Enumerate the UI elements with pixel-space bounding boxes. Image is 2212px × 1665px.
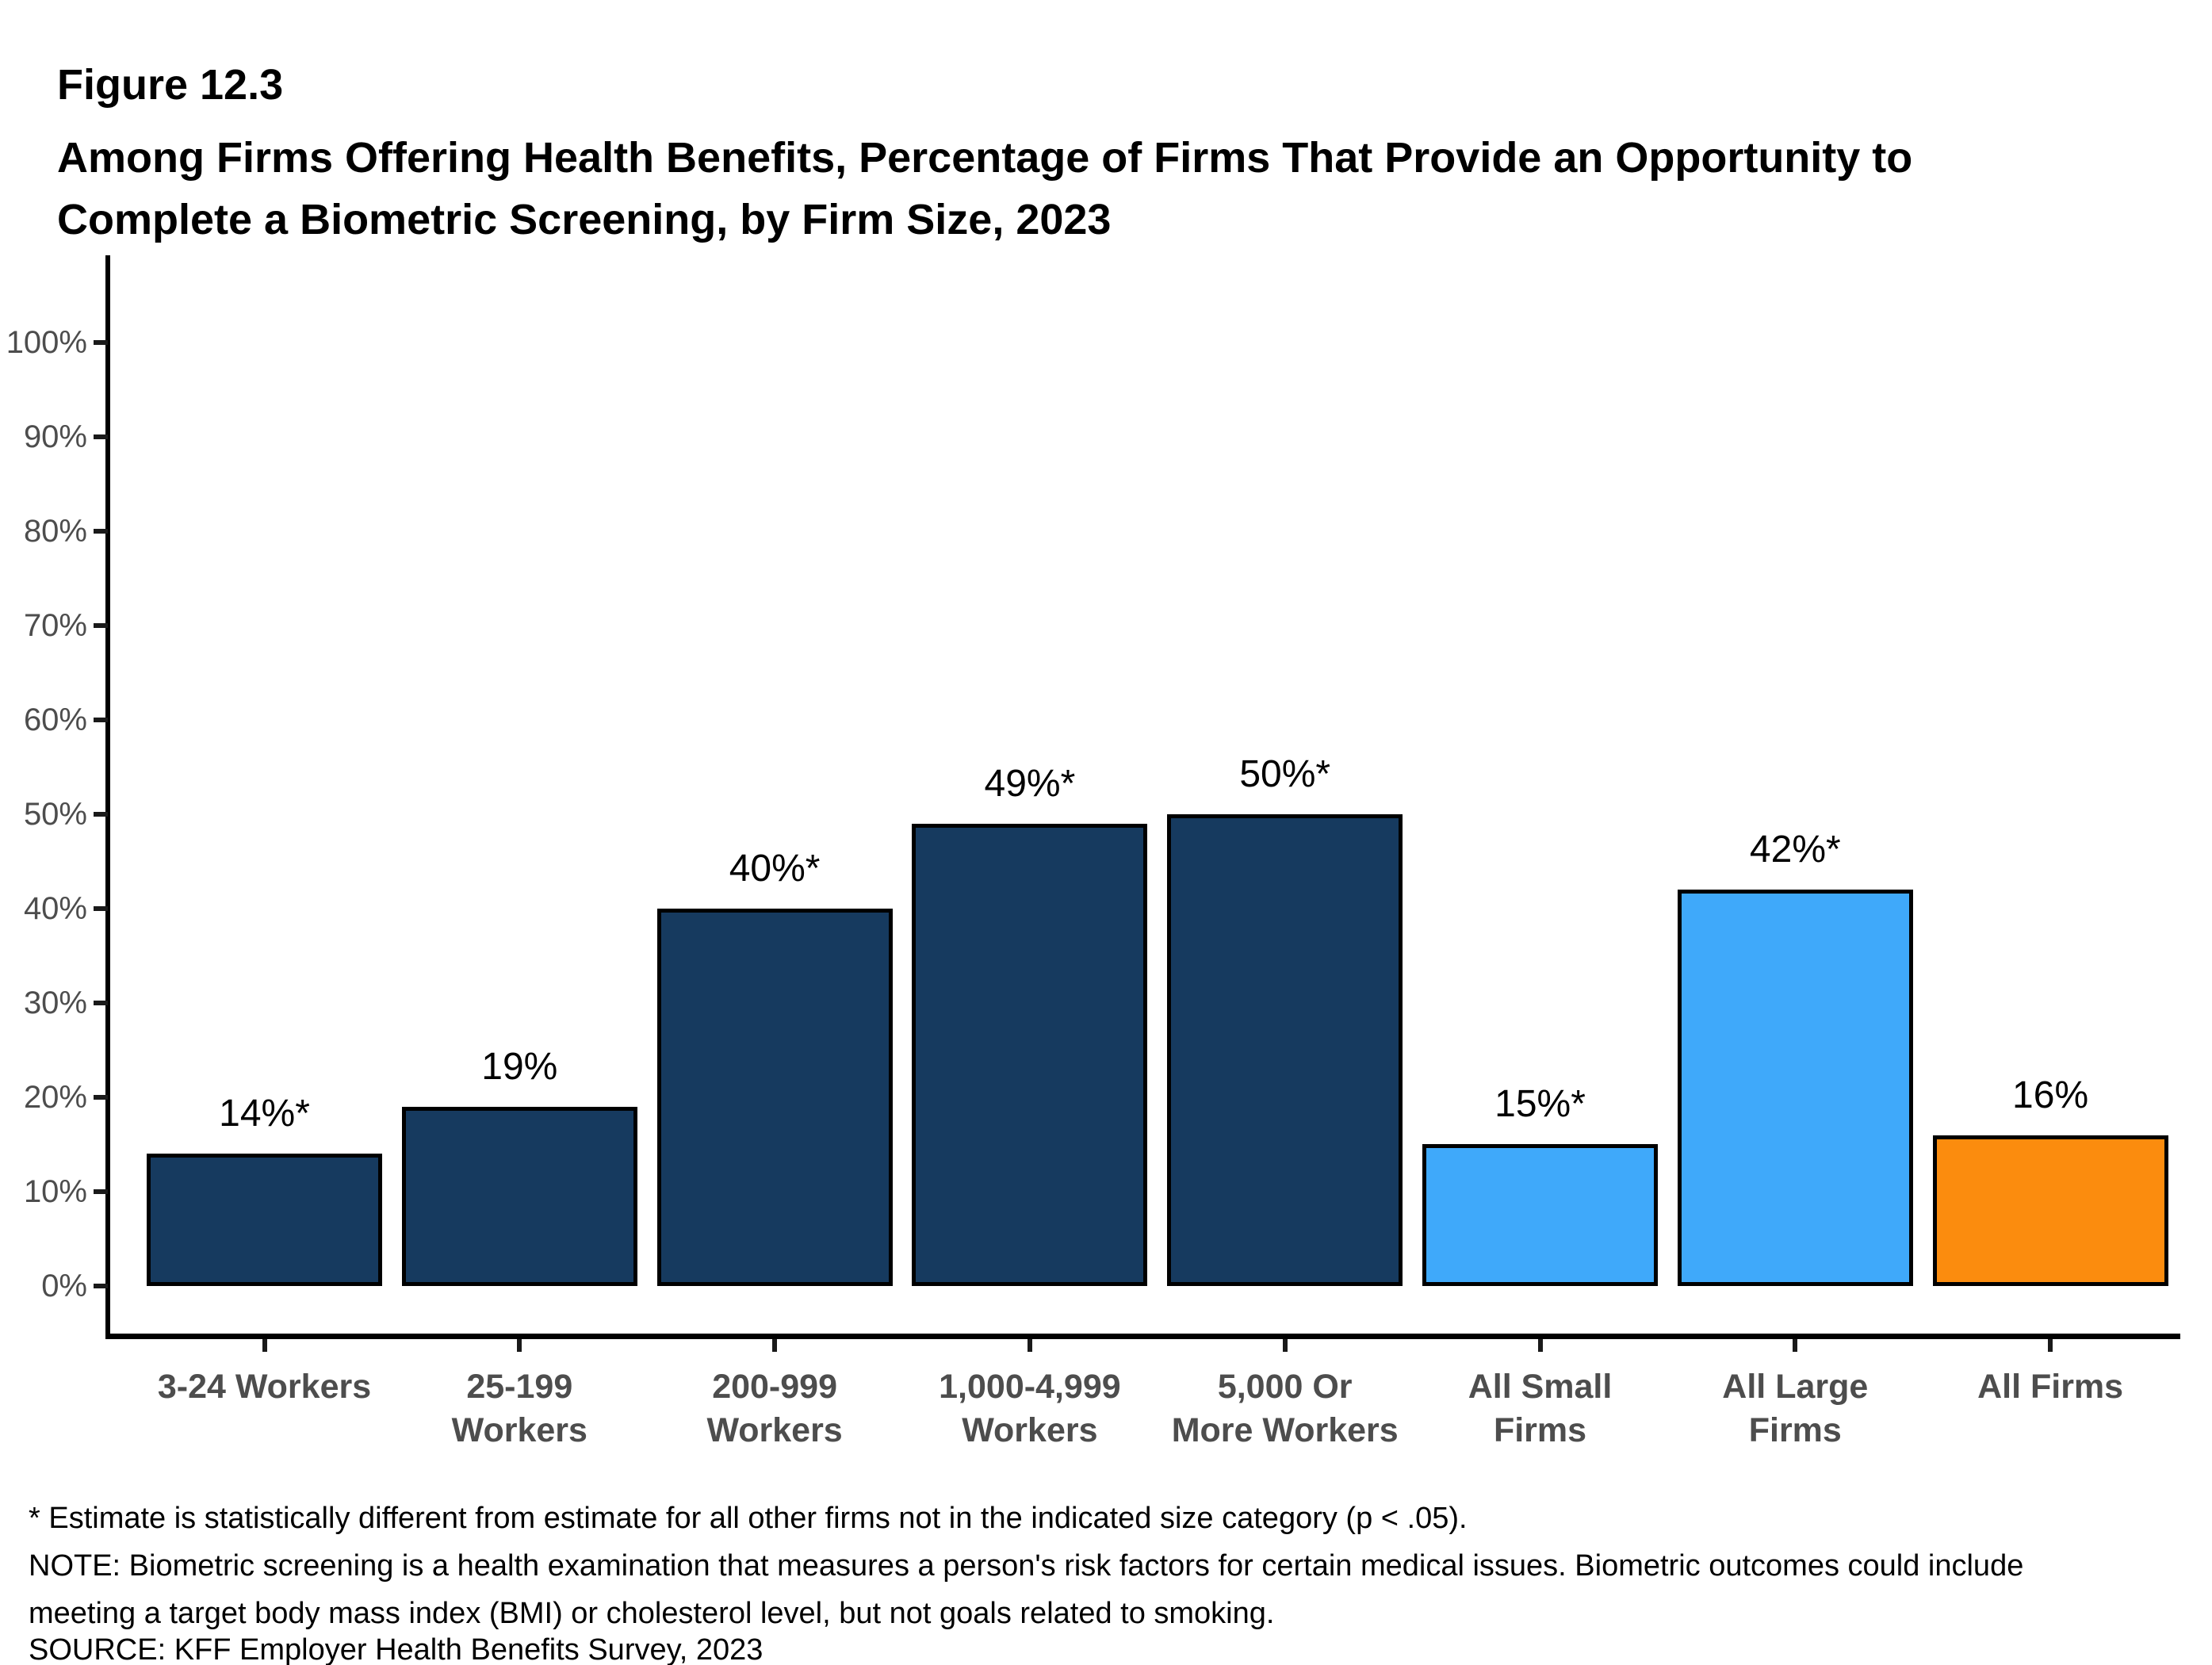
chart-title-line1: Among Firms Offering Health Benefits, Pe…	[57, 134, 1913, 182]
y-axis-tick-label: 20%	[23, 1080, 87, 1115]
x-axis-tick	[517, 1339, 522, 1352]
x-axis-tick	[1537, 1339, 1543, 1352]
bar-value-label: 40%*	[729, 848, 821, 890]
y-axis-tick	[94, 906, 108, 911]
chart-title-line2: Complete a Biometric Screening, by Firm …	[57, 196, 1112, 243]
x-axis-category-label: 5,000 Or More Workers	[1171, 1368, 1399, 1449]
bar-1	[147, 1154, 382, 1286]
y-axis-tick	[94, 434, 108, 439]
bar-4	[912, 824, 1148, 1286]
y-axis-tick	[94, 340, 108, 345]
x-axis-category-label: All Large Firms	[1722, 1368, 1869, 1449]
bar-value-label: 14%*	[219, 1093, 310, 1135]
x-axis-category-label: All Firms	[1977, 1368, 2124, 1406]
y-axis-tick	[94, 1001, 108, 1005]
bar-value-label: 50%*	[1239, 753, 1331, 795]
x-axis-tick	[1793, 1339, 1798, 1352]
y-axis-tick-label: 70%	[23, 608, 87, 643]
x-axis-category-label: All Small Firms	[1468, 1368, 1613, 1449]
bar-6	[1422, 1144, 1658, 1286]
y-axis-tick	[94, 1189, 108, 1194]
bar-value-label: 16%	[2012, 1074, 2089, 1116]
y-axis-tick	[94, 529, 108, 534]
x-axis-line	[105, 1334, 2180, 1339]
footnote-source: SOURCE: KFF Employer Health Benefits Sur…	[29, 1633, 763, 1665]
x-axis-tick	[1027, 1339, 1032, 1352]
x-axis-category-label: 1,000-4,999 Workers	[939, 1368, 1121, 1449]
y-axis-tick-label: 0%	[41, 1269, 87, 1303]
bar-value-label: 19%	[481, 1046, 558, 1088]
bar-value-label: 42%*	[1749, 829, 1841, 871]
y-axis-line	[105, 255, 110, 1339]
y-axis-tick-label: 60%	[23, 702, 87, 737]
figure-number: Figure 12.3	[57, 61, 284, 109]
y-axis-tick-label: 100%	[6, 325, 87, 360]
bar-value-label: 49%*	[984, 763, 1076, 805]
x-axis-category-label: 200-999 Workers	[706, 1368, 843, 1449]
y-axis-tick	[94, 623, 108, 628]
bar-7	[1677, 890, 1913, 1286]
x-axis-tick	[772, 1339, 778, 1352]
bar-3	[656, 909, 893, 1286]
x-axis-tick	[2048, 1339, 2053, 1352]
footnote-note-line1: NOTE: Biometric screening is a health ex…	[29, 1549, 2024, 1583]
x-axis-category-label: 25-199 Workers	[451, 1368, 587, 1449]
y-axis-tick	[94, 1095, 108, 1100]
bar-5	[1167, 814, 1403, 1286]
y-axis-tick-label: 50%	[23, 797, 87, 832]
y-axis-tick	[94, 812, 108, 817]
bar-8	[1932, 1135, 2168, 1286]
footnote-note-line2: meeting a target body mass index (BMI) o…	[29, 1597, 1275, 1630]
bar-2	[401, 1107, 637, 1286]
x-axis-tick	[262, 1339, 267, 1352]
y-axis-tick-label: 30%	[23, 986, 87, 1020]
y-axis-tick-label: 80%	[23, 514, 87, 549]
y-axis-tick-label: 40%	[23, 891, 87, 926]
bar-value-label: 15%*	[1494, 1083, 1586, 1125]
y-axis-tick-label: 10%	[23, 1174, 87, 1209]
y-axis-tick	[94, 1284, 108, 1288]
x-axis-category-label: 3-24 Workers	[157, 1368, 372, 1406]
y-axis-tick	[94, 718, 108, 722]
x-axis-tick	[1282, 1339, 1288, 1352]
footnote-significance: * Estimate is statistically different fr…	[29, 1502, 1468, 1535]
y-axis-tick-label: 90%	[23, 419, 87, 454]
